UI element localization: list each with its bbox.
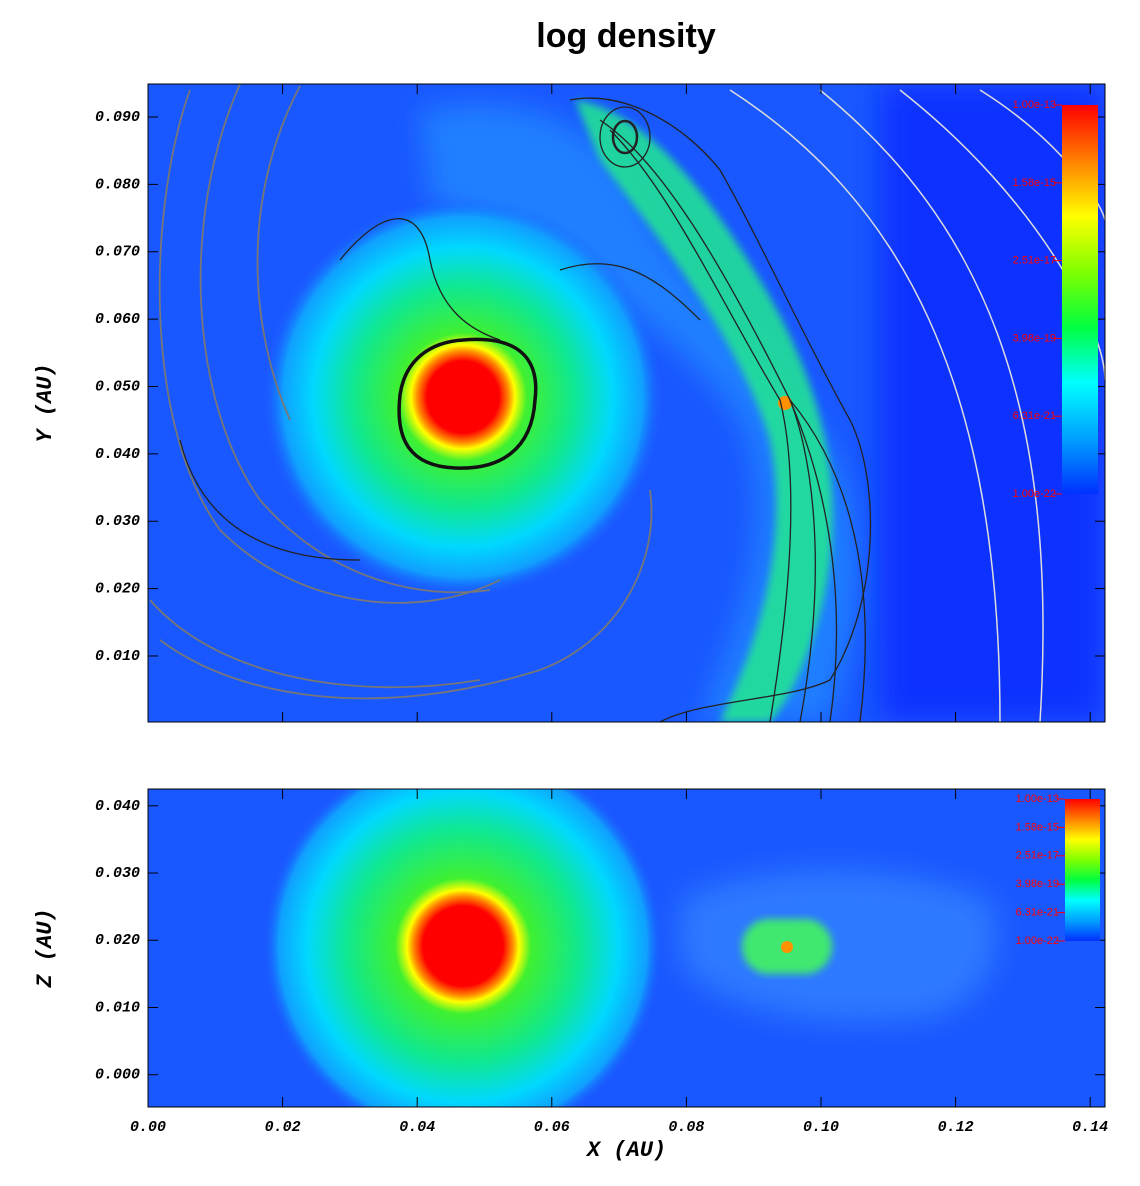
density-field [148, 84, 1105, 722]
y-tick-label: 0.080 [95, 176, 140, 193]
colorbar-tick-label: 1.00e-22 [1016, 935, 1059, 947]
y-tick-label: 0.030 [95, 865, 140, 882]
x-tick-label: 0.14 [1072, 1119, 1108, 1136]
y-tick-label: 0.010 [95, 999, 140, 1016]
y-axis-label: Z (AU) [33, 908, 58, 988]
colorbar-tick-label: 2.51e-17 [1016, 850, 1059, 862]
x-tick-label: 0.06 [534, 1119, 570, 1136]
y-tick-label: 0.060 [95, 311, 140, 328]
plot-frame [147, 788, 1106, 1108]
y-tick-label: 0.050 [95, 378, 140, 395]
y-tick-label: 0.090 [95, 109, 140, 126]
colorbar-tick-label: 1.58e-15 [1013, 177, 1056, 189]
x-tick-label: 0.10 [803, 1119, 839, 1136]
plot-frame [147, 83, 1106, 723]
y-tick-label: 0.070 [95, 244, 140, 261]
colorbar-tick-label: 1.58e-15 [1016, 821, 1059, 833]
y-tick-label: 0.020 [95, 581, 140, 598]
y-tick-label: 0.010 [95, 648, 140, 665]
density-field [148, 789, 1105, 1107]
colorbar [1062, 105, 1098, 494]
y-tick-label: 0.040 [95, 446, 140, 463]
y-tick-label: 0.000 [95, 1067, 140, 1084]
colorbar-tick-label: 6.31e-21 [1016, 907, 1059, 919]
x-tick-label: 0.02 [265, 1119, 301, 1136]
colorbar-tick-label: 3.98e-19 [1013, 332, 1056, 344]
colorbar-tick-label: 2.51e-17 [1013, 255, 1056, 267]
x-axis-label: X (AU) [585, 1138, 666, 1163]
x-tick-label: 0.00 [130, 1119, 166, 1136]
colorbar-tick-label: 3.98e-19 [1016, 878, 1059, 890]
colorbar-tick-label: 6.31e-21 [1013, 410, 1056, 422]
y-axis-label: Y (AU) [33, 363, 58, 442]
x-tick-label: 0.12 [938, 1119, 974, 1136]
colorbar-tick-label: 1.00e-13 [1013, 99, 1056, 111]
colorbar [1065, 799, 1100, 941]
y-tick-label: 0.040 [95, 798, 140, 815]
y-tick-label: 0.020 [95, 932, 140, 949]
chart-title: log density [536, 17, 716, 55]
x-tick-label: 0.08 [668, 1119, 704, 1136]
colorbar-tick-label: 1.00e-13 [1016, 793, 1059, 805]
y-tick-label: 0.030 [95, 513, 140, 530]
colorbar-tick-label: 1.00e-22 [1013, 488, 1056, 500]
x-tick-label: 0.04 [399, 1119, 435, 1136]
